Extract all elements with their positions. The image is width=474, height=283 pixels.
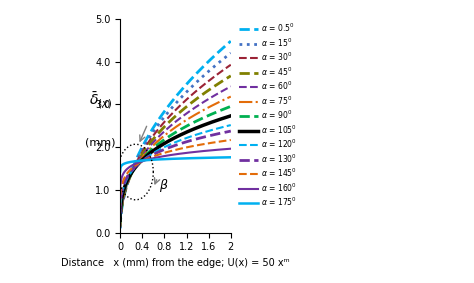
Text: $\beta$: $\beta$: [159, 177, 168, 194]
Text: (mm): (mm): [85, 138, 115, 148]
Text: $\bar{\delta}_{(x)}$: $\bar{\delta}_{(x)}$: [89, 90, 112, 111]
X-axis label: Distance   x (mm) from the edge; U(x) = 50 xᵐ: Distance x (mm) from the edge; U(x) = 50…: [61, 258, 290, 268]
Legend: $\alpha$ = 0.5$^0$, $\alpha$ = 15$^0$, $\alpha$ = 30$^0$, $\alpha$ = 45$^0$, $\a: $\alpha$ = 0.5$^0$, $\alpha$ = 15$^0$, $…: [236, 19, 300, 211]
